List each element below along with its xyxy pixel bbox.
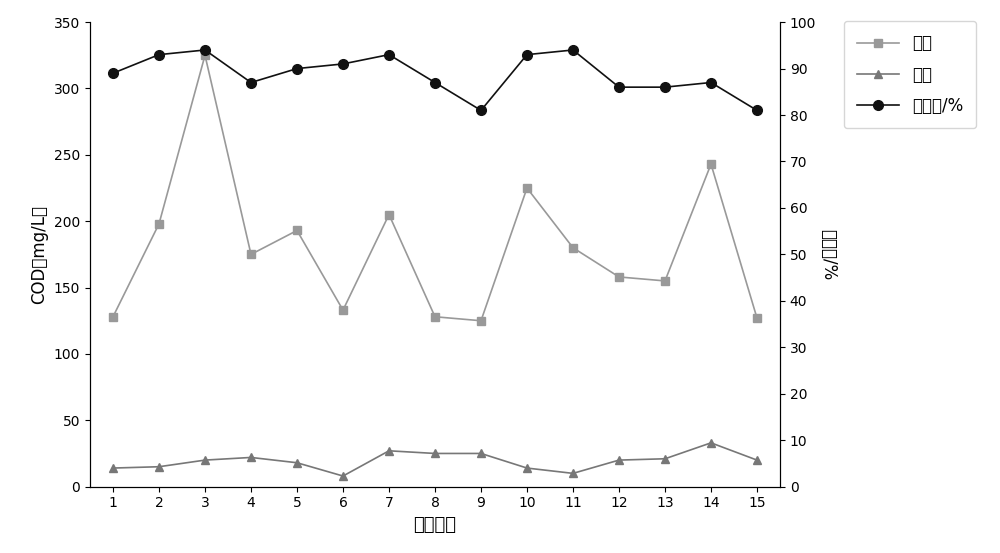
- 出水: [429, 450, 441, 457]
- 去除率/%: [705, 79, 717, 86]
- 出水: [291, 460, 303, 466]
- 出水: [337, 473, 349, 479]
- 去除率/%: [153, 51, 165, 58]
- Line: 出水: 出水: [109, 439, 761, 480]
- 出水: [199, 457, 211, 463]
- 进水: [613, 274, 625, 280]
- 进水: [291, 227, 303, 234]
- 去除率/%: [383, 51, 395, 58]
- 进水: [383, 211, 395, 218]
- 去除率/%: [199, 46, 211, 53]
- 去除率/%: [245, 79, 257, 86]
- 出水: [383, 447, 395, 454]
- 进水: [153, 221, 165, 227]
- 去除率/%: [521, 51, 533, 58]
- Line: 去除率/%: 去除率/%: [108, 45, 762, 115]
- Line: 进水: 进水: [109, 51, 761, 325]
- X-axis label: 取样编号: 取样编号: [414, 516, 456, 534]
- 进水: [245, 251, 257, 258]
- 出水: [245, 454, 257, 461]
- Y-axis label: COD（mg/L）: COD（mg/L）: [30, 205, 48, 304]
- 去除率/%: [567, 46, 579, 53]
- 进水: [429, 314, 441, 320]
- 进水: [337, 307, 349, 314]
- 进水: [107, 314, 119, 320]
- 去除率/%: [291, 65, 303, 72]
- 去除率/%: [613, 84, 625, 91]
- 进水: [199, 52, 211, 59]
- 去除率/%: [475, 107, 487, 114]
- 出水: [705, 440, 717, 446]
- 出水: [521, 465, 533, 471]
- 出水: [613, 457, 625, 463]
- 出水: [475, 450, 487, 457]
- 进水: [475, 317, 487, 324]
- 去除率/%: [107, 70, 119, 76]
- 出水: [567, 470, 579, 477]
- 进水: [567, 244, 579, 251]
- 出水: [751, 457, 763, 463]
- 出水: [107, 465, 119, 471]
- 进水: [705, 161, 717, 168]
- 出水: [659, 456, 671, 462]
- 去除率/%: [659, 84, 671, 91]
- 去除率/%: [429, 79, 441, 86]
- 去除率/%: [751, 107, 763, 114]
- 出水: [153, 463, 165, 470]
- Y-axis label: 去除率/%: 去除率/%: [819, 229, 837, 280]
- 进水: [521, 185, 533, 191]
- 去除率/%: [337, 61, 349, 67]
- 进水: [659, 278, 671, 284]
- Legend: 进水, 出水, 去除率/%: 进水, 出水, 去除率/%: [844, 21, 976, 128]
- 进水: [751, 315, 763, 321]
